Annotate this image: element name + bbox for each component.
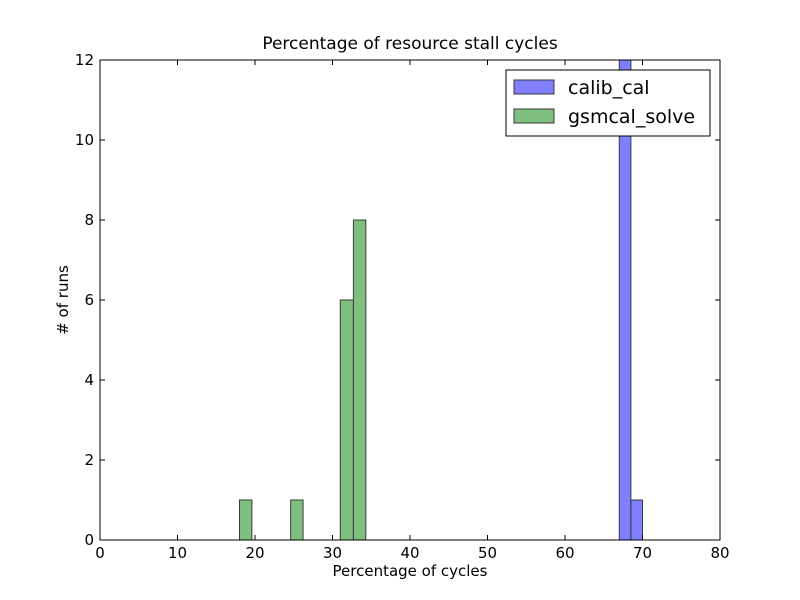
axis-ticks: 0 10 20 30 40 50 60 70 80 0 2 4 6 8 10 12	[75, 51, 730, 562]
bar-gsmcal_solve-3	[352, 219, 367, 540]
legend-label-gsmcal_solve: gsmcal_solve	[568, 106, 695, 128]
y-axis-label: # of runs	[54, 265, 72, 335]
chart-title: Percentage of resource stall cycles	[262, 34, 557, 54]
bar-gsmcal_solve-0	[239, 499, 253, 540]
x-tick-label: 40	[400, 544, 419, 562]
legend-swatch-calib_cal	[513, 79, 555, 95]
bars	[239, 60, 643, 540]
legend-swatch-gsmcal_solve	[513, 108, 555, 124]
x-tick-label: 30	[323, 544, 342, 562]
x-tick-label: 50	[478, 544, 497, 562]
x-tick-label: 70	[633, 544, 652, 562]
y-tick-label: 4	[84, 371, 94, 389]
y-tick-label: 12	[75, 51, 94, 69]
x-tick-label: 20	[245, 544, 264, 562]
bar-gsmcal_solve-1	[290, 499, 304, 540]
bar-calib_cal-0	[618, 60, 632, 540]
y-tick-label: 10	[75, 131, 94, 149]
y-tick-label: 8	[84, 211, 94, 229]
y-tick-label: 0	[84, 531, 94, 549]
bar-calib_cal-1	[630, 499, 643, 540]
bar-gsmcal_solve-2	[339, 299, 354, 540]
x-tick-label: 10	[168, 544, 187, 562]
legend-label-calib_cal: calib_cal	[568, 77, 650, 99]
y-tick-label: 6	[84, 291, 94, 309]
legend: calib_cal gsmcal_solve	[505, 69, 711, 137]
x-tick-label: 60	[555, 544, 574, 562]
x-tick-label: 0	[95, 544, 105, 562]
y-tick-label: 2	[84, 451, 94, 469]
x-tick-label: 80	[710, 544, 729, 562]
x-axis-label: Percentage of cycles	[333, 562, 488, 580]
